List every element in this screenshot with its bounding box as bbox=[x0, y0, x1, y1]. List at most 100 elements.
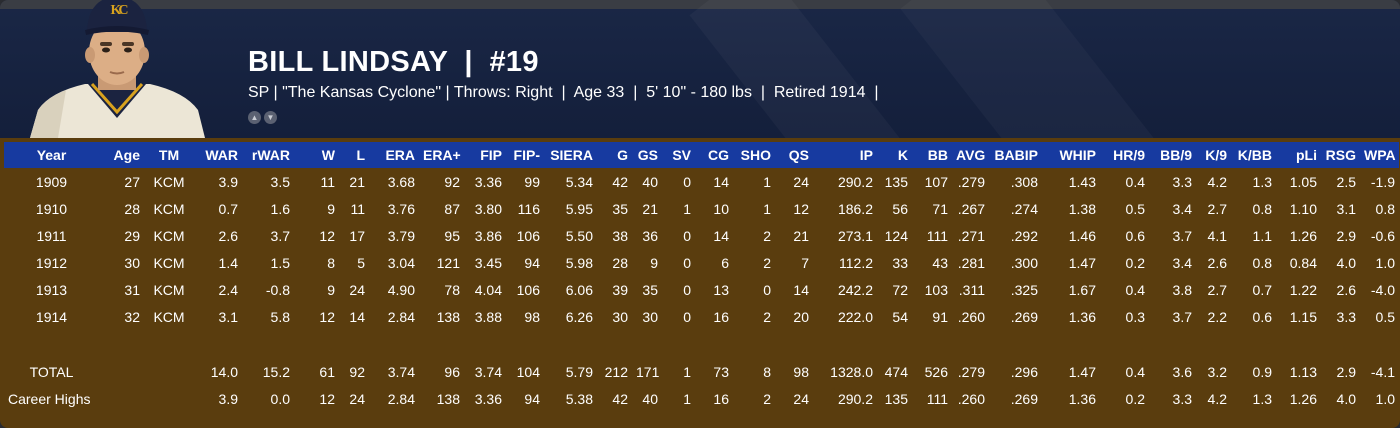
table-cell: 15.2 bbox=[262, 363, 290, 380]
chevron-up-icon[interactable]: ▲ bbox=[248, 111, 261, 124]
table-cell: 138 bbox=[436, 390, 460, 407]
table-cell: 1.1 bbox=[1252, 227, 1272, 244]
col-header[interactable]: K bbox=[897, 147, 908, 163]
table-cell: 1.4 bbox=[218, 254, 238, 271]
table-cell: 14 bbox=[349, 308, 365, 325]
table-cell: 27 bbox=[124, 173, 140, 190]
col-header[interactable]: WPA bbox=[1364, 147, 1396, 163]
col-header[interactable]: FIP bbox=[480, 147, 502, 163]
table-cell: .296 bbox=[1010, 363, 1038, 380]
col-header[interactable]: K/9 bbox=[1205, 147, 1227, 163]
table-cell: 21 bbox=[642, 200, 658, 217]
col-header[interactable]: K/BB bbox=[1237, 147, 1272, 163]
table-cell: 0.7 bbox=[1252, 281, 1272, 298]
table-cell: 3.4 bbox=[1172, 254, 1192, 271]
col-header[interactable]: FIP- bbox=[513, 147, 540, 163]
col-header[interactable]: rWAR bbox=[251, 147, 290, 163]
col-header[interactable]: TM bbox=[158, 147, 180, 163]
col-header[interactable]: AVG bbox=[956, 147, 986, 163]
table-cell: 42 bbox=[612, 390, 628, 407]
table-cell: 0.7 bbox=[218, 200, 238, 217]
table-cell: 92 bbox=[349, 363, 365, 380]
col-header[interactable]: L bbox=[356, 147, 365, 163]
table-cell: 1.26 bbox=[1289, 227, 1317, 244]
table-cell: 0.2 bbox=[1125, 254, 1145, 271]
col-header[interactable]: ERA+ bbox=[423, 147, 461, 163]
col-header[interactable]: BB bbox=[927, 147, 948, 163]
table-cell: .279 bbox=[957, 363, 985, 380]
chevron-down-icon[interactable]: ▼ bbox=[264, 111, 277, 124]
totals-row: TOTAL 14.0 15.2 61 92 3.74 96 3.74 104 5.79 212 171… bbox=[4, 358, 1399, 385]
col-header[interactable]: pLi bbox=[1296, 147, 1317, 163]
table-cell: KCM bbox=[153, 254, 185, 271]
table-cell: 526 bbox=[924, 363, 948, 380]
col-header[interactable]: QS bbox=[788, 147, 809, 163]
table-cell: .260 bbox=[957, 308, 985, 325]
table-cell: 4.0 bbox=[1336, 254, 1356, 271]
col-header[interactable]: BABIP bbox=[994, 147, 1038, 163]
col-header[interactable]: CG bbox=[708, 147, 729, 163]
table-cell: 1.0 bbox=[1375, 390, 1395, 407]
table-cell: 3.7 bbox=[1172, 308, 1192, 325]
career-highs-row: Career Highs 3.9 0.0 12 24 2.84 138 3.36 94 5.38 4… bbox=[4, 385, 1399, 412]
table-cell: 21 bbox=[793, 227, 809, 244]
table-cell: 0.8 bbox=[1375, 200, 1395, 217]
table-cell: 42 bbox=[612, 173, 628, 190]
col-header[interactable]: HR/9 bbox=[1113, 147, 1145, 163]
col-header[interactable]: IP bbox=[859, 147, 873, 163]
table-cell: 10 bbox=[713, 200, 729, 217]
player-nav: ▲ ▼ bbox=[248, 111, 277, 124]
table-cell: -0.6 bbox=[1370, 227, 1395, 244]
table-cell: 186.2 bbox=[837, 200, 873, 217]
col-header[interactable]: Year bbox=[36, 147, 67, 163]
col-header[interactable]: SHO bbox=[740, 147, 771, 163]
table-cell: 116 bbox=[517, 200, 540, 217]
table-cell: 9 bbox=[650, 254, 658, 271]
col-header[interactable]: WAR bbox=[205, 147, 238, 163]
table-cell: 5.38 bbox=[565, 390, 593, 407]
table-cell: 2.7 bbox=[1207, 281, 1227, 298]
table-cell: 4.90 bbox=[387, 281, 415, 298]
table-cell: 96 bbox=[444, 363, 460, 380]
table-cell: 21 bbox=[349, 173, 365, 190]
table-cell: 222.0 bbox=[837, 308, 873, 325]
table-cell: 273.1 bbox=[837, 227, 873, 244]
table-cell: 2 bbox=[763, 254, 771, 271]
table-cell: 1.15 bbox=[1289, 308, 1317, 325]
col-header[interactable]: GS bbox=[637, 147, 658, 163]
col-header[interactable]: WHIP bbox=[1059, 147, 1096, 163]
table-cell: 6.26 bbox=[565, 308, 593, 325]
table-cell: 3.88 bbox=[474, 308, 502, 325]
table-cell: 0.9 bbox=[1252, 363, 1272, 380]
col-header[interactable]: BB/9 bbox=[1160, 147, 1192, 163]
col-header[interactable]: G bbox=[617, 147, 628, 163]
col-header[interactable]: W bbox=[321, 147, 335, 163]
col-header[interactable]: SV bbox=[672, 147, 691, 163]
player-header: KC BILL LINDSAY | #19 SP | "The Kansas C… bbox=[0, 0, 1400, 138]
table-cell: KCM bbox=[153, 173, 185, 190]
table-cell: 2.84 bbox=[387, 390, 415, 407]
col-header[interactable]: SIERA bbox=[550, 147, 593, 163]
col-header[interactable]: ERA bbox=[385, 147, 415, 163]
table-cell: 30 bbox=[124, 254, 140, 271]
table-cell: 8 bbox=[327, 254, 335, 271]
table-cell: 212 bbox=[604, 363, 628, 380]
table-cell: 0 bbox=[683, 281, 691, 298]
table-cell: 4.2 bbox=[1207, 173, 1227, 190]
table-cell: -0.8 bbox=[265, 281, 290, 298]
table-cell: 5.95 bbox=[565, 200, 593, 217]
table-cell: Career Highs bbox=[8, 390, 91, 407]
table-cell: 3.3 bbox=[1172, 173, 1192, 190]
table-cell: 1.10 bbox=[1289, 200, 1317, 217]
table-cell: 138 bbox=[436, 308, 460, 325]
table-cell bbox=[144, 358, 194, 385]
table-cell: 40 bbox=[642, 390, 658, 407]
col-header[interactable]: RSG bbox=[1325, 147, 1356, 163]
table-cell: 3.5 bbox=[270, 173, 290, 190]
table-cell: 3.8 bbox=[1172, 281, 1192, 298]
table-cell: 1.46 bbox=[1068, 227, 1096, 244]
table-cell: 107 bbox=[924, 173, 948, 190]
table-cell: 111 bbox=[926, 390, 948, 407]
col-header[interactable]: Age bbox=[113, 147, 140, 163]
